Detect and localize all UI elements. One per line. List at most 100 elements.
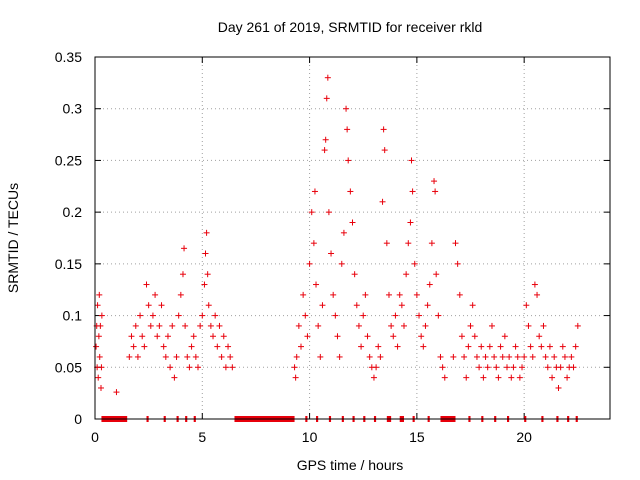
data-point <box>175 312 182 319</box>
data-point <box>572 343 579 350</box>
data-point <box>473 353 480 360</box>
data-point <box>561 353 568 360</box>
data-point <box>158 302 165 309</box>
data-point <box>95 333 102 340</box>
data-point <box>529 353 536 360</box>
data-point <box>141 343 148 350</box>
data-point <box>295 322 302 329</box>
data-point <box>390 333 397 340</box>
data-point <box>302 312 309 319</box>
data-point <box>291 364 298 371</box>
data-point <box>364 333 371 340</box>
y-tick-label: 0.15 <box>55 256 82 272</box>
y-tick-label: 0.3 <box>63 101 83 117</box>
data-point <box>344 126 351 133</box>
data-point <box>519 364 526 371</box>
data-point <box>366 353 373 360</box>
data-point <box>300 291 307 298</box>
data-point <box>322 136 329 143</box>
data-point <box>220 333 227 340</box>
data-point <box>192 353 199 360</box>
data-point <box>381 147 388 154</box>
data-point <box>495 374 502 381</box>
data-point <box>377 353 384 360</box>
data-point <box>323 95 330 102</box>
data-point <box>197 322 204 329</box>
data-point <box>452 240 459 247</box>
x-tick-label: 5 <box>198 429 206 445</box>
data-point <box>292 374 299 381</box>
data-point <box>540 322 547 329</box>
data-point <box>310 240 317 247</box>
data-point <box>549 374 556 381</box>
data-point <box>501 333 508 340</box>
data-point <box>319 302 326 309</box>
data-point <box>147 322 154 329</box>
data-point <box>433 271 440 278</box>
data-point <box>409 188 416 195</box>
data-point <box>379 198 386 205</box>
data-point <box>508 374 515 381</box>
data-point <box>516 374 523 381</box>
data-point <box>97 322 104 329</box>
axis-ticks: 0 5 10 15 20 0 0.05 0.1 0.15 0.2 0.25 0.3 0.35 <box>55 49 610 445</box>
data-point <box>98 384 105 391</box>
data-point <box>149 312 156 319</box>
data-point <box>229 364 236 371</box>
data-point <box>338 260 345 267</box>
data-point <box>420 343 427 350</box>
data-point <box>210 333 217 340</box>
data-point <box>407 219 414 226</box>
data-point <box>534 291 541 298</box>
data-point <box>439 364 446 371</box>
data-point <box>205 302 212 309</box>
data-point <box>182 322 189 329</box>
data-point <box>94 302 101 309</box>
data-point <box>523 302 530 309</box>
data-point <box>227 353 234 360</box>
data-point <box>411 260 418 267</box>
data-point <box>408 157 415 164</box>
data-point <box>380 126 387 133</box>
data-point <box>531 281 538 288</box>
data-point <box>143 281 150 288</box>
data-point <box>557 364 564 371</box>
data-point <box>96 353 103 360</box>
data-point <box>542 353 549 360</box>
data-point <box>467 322 474 329</box>
data-point <box>195 364 201 371</box>
y-tick-label: 0.2 <box>63 204 83 220</box>
y-tick-label: 0.05 <box>55 359 82 375</box>
y-tick-label: 0.25 <box>55 152 82 168</box>
data-point <box>204 271 211 278</box>
data-point <box>349 219 356 226</box>
data-point <box>454 260 461 267</box>
data-point <box>568 353 575 360</box>
data-point <box>431 178 438 185</box>
data-point <box>555 384 562 391</box>
data-point <box>128 333 135 340</box>
data-point <box>527 343 534 350</box>
data-point <box>95 374 102 381</box>
data-point <box>137 312 144 319</box>
data-point <box>478 343 485 350</box>
data-point <box>188 343 195 350</box>
data-point <box>330 291 337 298</box>
data-point <box>203 229 210 236</box>
data-point <box>461 353 468 360</box>
data-point <box>334 333 341 340</box>
data-point <box>383 240 390 247</box>
data-point <box>499 353 506 360</box>
data-point <box>126 353 133 360</box>
data-point <box>201 281 208 288</box>
data-point <box>536 333 543 340</box>
data-point <box>398 302 405 309</box>
data-point <box>418 333 425 340</box>
data-point <box>521 353 528 360</box>
data-point <box>480 374 487 381</box>
data-point <box>405 240 412 247</box>
data-point <box>225 343 232 350</box>
data-point <box>171 374 178 381</box>
data-point <box>375 343 382 350</box>
data-point <box>403 271 410 278</box>
